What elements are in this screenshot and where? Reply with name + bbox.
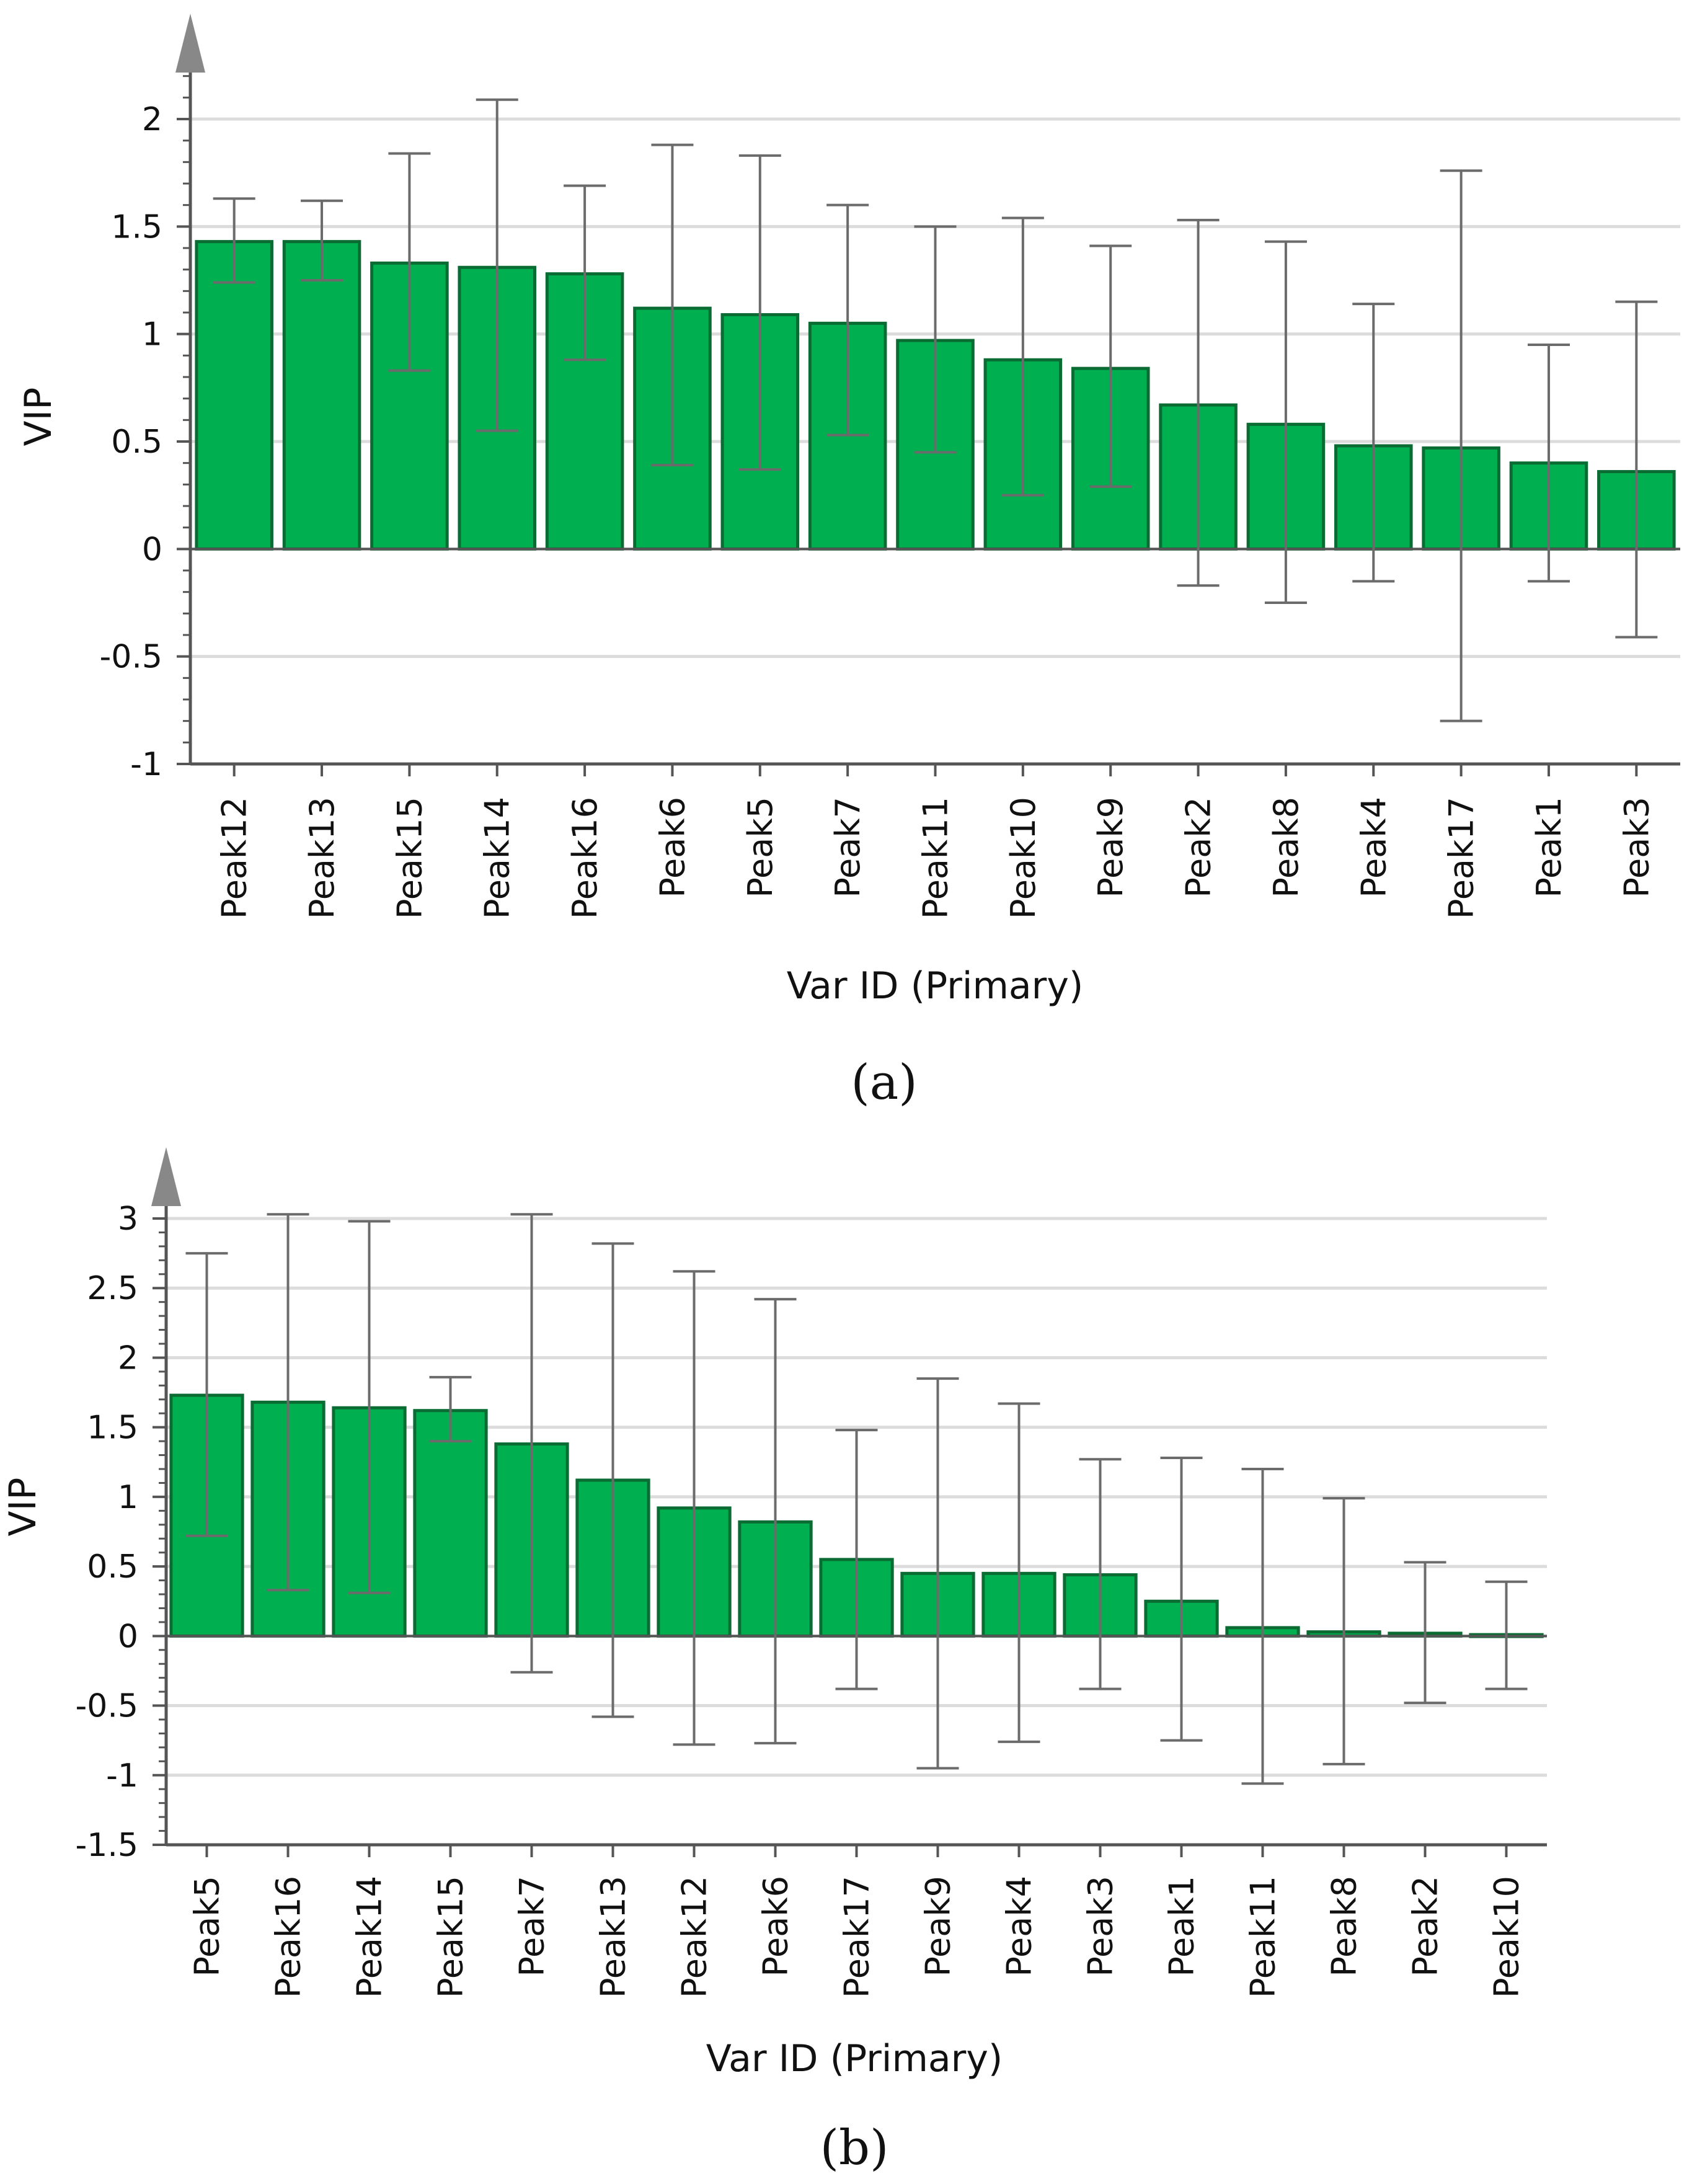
y-tick-label: 2.5 <box>87 1270 138 1307</box>
x-tick-label: Peak10 <box>1487 1876 1526 1998</box>
x-tick-label: Peak17 <box>838 1876 877 1998</box>
y-tick-label: -1 <box>130 746 162 783</box>
bar <box>413 1409 488 1638</box>
y-tick-label: 0.5 <box>87 1548 138 1586</box>
x-tick-label: Peak15 <box>432 1876 471 1998</box>
x-tick-label: Peak5 <box>741 797 780 898</box>
x-tick-label: Peak5 <box>188 1876 227 1977</box>
x-tick-label: Peak1 <box>1163 1876 1202 1977</box>
y-axis-title: VIP <box>1 1478 45 1537</box>
y-tick-label: 1 <box>142 316 162 353</box>
bar <box>195 240 273 551</box>
y-tick-label: 0 <box>118 1618 138 1655</box>
x-tick-label: Peak2 <box>1406 1876 1445 1977</box>
x-tick-label: Peak16 <box>269 1876 308 1998</box>
y-axis-arrow <box>175 14 205 73</box>
y-tick-label: 1 <box>118 1479 138 1516</box>
y-tick-label: -1.5 <box>76 1827 138 1864</box>
x-tick-label: Peak6 <box>756 1876 795 1977</box>
x-tick-label: Peak2 <box>1179 797 1218 898</box>
x-tick-label: Peak3 <box>1617 797 1656 898</box>
y-tick-label: 0 <box>142 531 162 568</box>
x-tick-label: Peak4 <box>1000 1876 1039 1977</box>
chart-panel-a: -1 -0.5 0 0.5 1 1.5 2 Peak12 Peak13 Peak15 Peak14 P… <box>17 14 1680 1111</box>
y-tick-label: 2 <box>142 101 162 138</box>
panel-label: (a) <box>851 1055 917 1111</box>
x-tick-label: Peak10 <box>1004 797 1043 919</box>
x-tick-label: Peak1 <box>1530 797 1569 898</box>
x-tick-label: Peak11 <box>1244 1876 1283 1998</box>
x-tick-label: Peak14 <box>478 797 517 919</box>
x-tick-label: Peak8 <box>1325 1876 1364 1977</box>
x-tick-label: Peak7 <box>513 1876 552 1977</box>
y-tick-label: 0.5 <box>111 424 162 461</box>
x-tick-label: Peak8 <box>1267 797 1306 898</box>
y-tick-label: 1.5 <box>87 1409 138 1447</box>
x-axis-title: Var ID (Primary) <box>706 2037 1003 2080</box>
x-tick-label: Peak13 <box>594 1876 633 1998</box>
x-tick-label: Peak3 <box>1081 1876 1120 1977</box>
y-tick-label: -1 <box>106 1757 138 1795</box>
x-tick-label: Peak7 <box>828 797 867 898</box>
x-axis-title: Var ID (Primary) <box>787 964 1084 1008</box>
x-tick-label: Peak4 <box>1354 797 1393 898</box>
bar <box>282 240 361 551</box>
y-tick-label: -0.5 <box>100 639 162 676</box>
y-axis-title: VIP <box>17 388 60 446</box>
y-tick-label: -0.5 <box>76 1688 138 1725</box>
y-axis-arrow <box>151 1147 181 1206</box>
x-tick-label: Peak15 <box>390 797 429 919</box>
chart-panel-b: -1.5 -1 -0.5 0 0.5 1 1.5 2 2.5 3 Peak5 Peak16 Peak14… <box>1 1147 1547 2176</box>
x-tick-label: Peak9 <box>1091 797 1130 898</box>
y-tick-label: 2 <box>118 1339 138 1377</box>
y-tick-label: 3 <box>118 1201 138 1238</box>
x-tick-label: Peak11 <box>916 797 955 919</box>
x-tick-label: Peak13 <box>303 797 342 919</box>
x-tick-label: Peak12 <box>215 797 254 919</box>
x-tick-label: Peak14 <box>350 1876 389 1998</box>
x-tick-label: Peak17 <box>1442 797 1481 919</box>
y-tick-label: 1.5 <box>111 208 162 246</box>
x-tick-label: Peak12 <box>675 1876 714 1998</box>
x-tick-label: Peak6 <box>653 797 692 898</box>
panel-label: (b) <box>820 2120 889 2176</box>
x-tick-label: Peak16 <box>565 797 605 919</box>
x-tick-label: Peak9 <box>919 1876 958 1977</box>
